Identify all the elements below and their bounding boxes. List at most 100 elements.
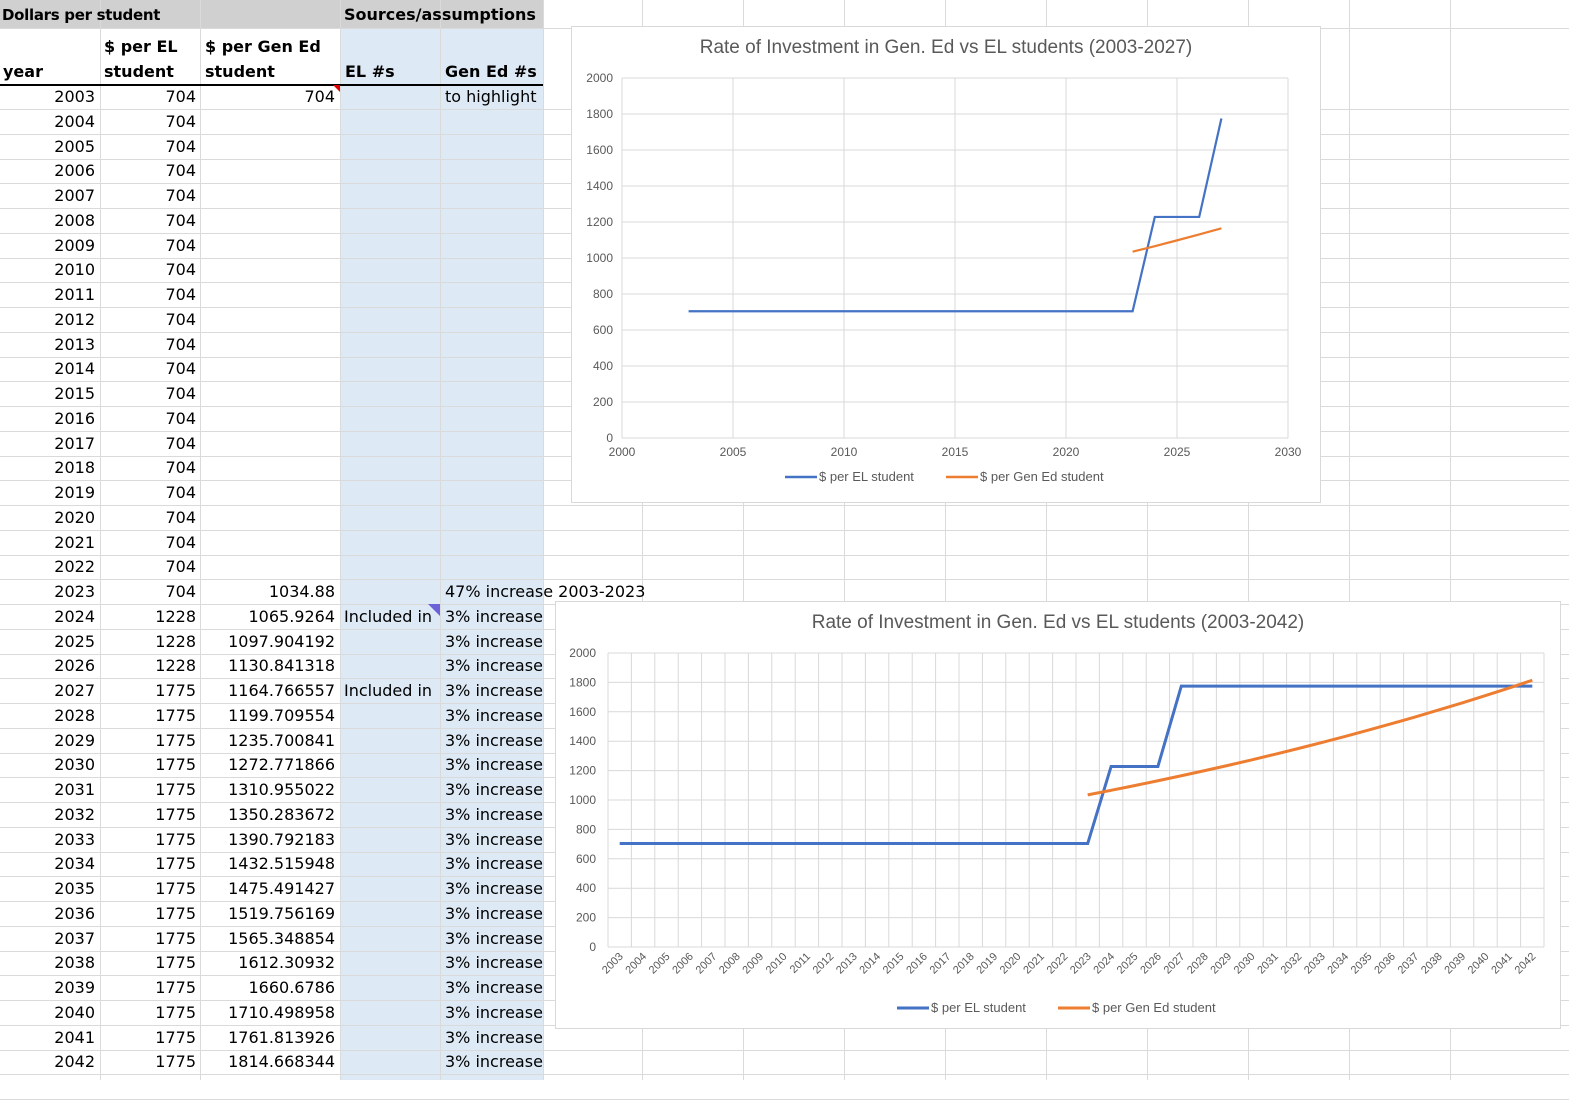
cell-el-dollars[interactable]: 1775 [100, 927, 196, 951]
cell-assumption[interactable]: 3% increase [445, 729, 543, 753]
cell-year[interactable]: 2014 [0, 357, 95, 381]
cell-el-dollars[interactable]: 1775 [100, 1001, 196, 1025]
cell-gen-dollars[interactable]: 1761.813926 [200, 1026, 335, 1050]
cell-el-dollars[interactable]: 704 [100, 382, 196, 406]
cell-el-dollars[interactable]: 704 [100, 506, 196, 530]
cell-assumption[interactable]: 3% increase [445, 976, 543, 1000]
cell-el-dollars[interactable]: 1775 [100, 852, 196, 876]
cell-year[interactable]: 2036 [0, 902, 95, 926]
title-dollars-per-student[interactable]: Dollars per student [2, 3, 160, 27]
cell-el-dollars[interactable]: 704 [100, 432, 196, 456]
cell-el-dollars[interactable]: 1775 [100, 753, 196, 777]
cell-el-dollars[interactable]: 704 [100, 110, 196, 134]
cell-el-dollars[interactable]: 704 [100, 283, 196, 307]
cell-year[interactable]: 2003 [0, 85, 95, 109]
cell-assumption[interactable]: 3% increase [445, 605, 543, 629]
cell-year[interactable]: 2026 [0, 654, 95, 678]
cell-year[interactable]: 2005 [0, 135, 95, 159]
cell-el-dollars[interactable]: 1775 [100, 679, 196, 703]
cell-year[interactable]: 2041 [0, 1026, 95, 1050]
cell-year[interactable]: 2016 [0, 407, 95, 431]
cell-year[interactable]: 2023 [0, 580, 95, 604]
cell-year[interactable]: 2008 [0, 209, 95, 233]
cell-year[interactable]: 2030 [0, 753, 95, 777]
cell-assumption[interactable]: 3% increase [445, 753, 543, 777]
cell-year[interactable]: 2035 [0, 877, 95, 901]
cell-year[interactable]: 2038 [0, 951, 95, 975]
cell-year[interactable]: 2012 [0, 308, 95, 332]
cell-assumption[interactable]: 3% increase [445, 1050, 543, 1074]
cell-assumption[interactable]: 3% increase [445, 803, 543, 827]
cell-el-dollars[interactable]: 704 [100, 234, 196, 258]
cell-year[interactable]: 2015 [0, 382, 95, 406]
cell-year[interactable]: 2040 [0, 1001, 95, 1025]
cell-el-dollars[interactable]: 1775 [100, 704, 196, 728]
cell-el-dollars[interactable]: 704 [100, 531, 196, 555]
cell-year[interactable]: 2031 [0, 778, 95, 802]
cell-gen-dollars[interactable]: 1350.283672 [200, 803, 335, 827]
cell-assumption[interactable]: 3% increase [445, 630, 543, 654]
cell-year[interactable]: 2032 [0, 803, 95, 827]
note-indicator[interactable] [428, 604, 440, 616]
col-header-el-line2[interactable]: student [104, 60, 174, 84]
cell-gen-dollars[interactable]: 1272.771866 [200, 753, 335, 777]
title-sources-assumptions[interactable]: Sources/assumptions [344, 3, 536, 27]
cell-el-dollars[interactable]: 1775 [100, 828, 196, 852]
cell-assumption[interactable]: 3% increase [445, 778, 543, 802]
cell-el-dollars[interactable]: 704 [100, 258, 196, 282]
cell-year[interactable]: 2017 [0, 432, 95, 456]
cell-gen-dollars[interactable]: 1235.700841 [200, 729, 335, 753]
cell-gen-dollars[interactable]: 1519.756169 [200, 902, 335, 926]
cell-el-dollars[interactable]: 1775 [100, 803, 196, 827]
cell-year[interactable]: 2039 [0, 976, 95, 1000]
cell-gen-dollars[interactable]: 1390.792183 [200, 828, 335, 852]
chart-2003-2027[interactable]: Rate of Investment in Gen. Ed vs EL stud… [571, 26, 1321, 503]
cell-year[interactable]: 2011 [0, 283, 95, 307]
cell-assumption[interactable]: 3% increase [445, 679, 543, 703]
cell-el-dollars[interactable]: 1775 [100, 778, 196, 802]
cell-el-dollars[interactable]: 704 [100, 357, 196, 381]
cell-el-dollars[interactable]: 704 [100, 456, 196, 480]
comment-indicator[interactable] [333, 85, 340, 92]
cell-gen-dollars[interactable]: 1065.9264 [200, 605, 335, 629]
cell-gen-dollars[interactable]: 1565.348854 [200, 927, 335, 951]
cell-year[interactable]: 2013 [0, 333, 95, 357]
cell-year[interactable]: 2004 [0, 110, 95, 134]
cell-el-dollars[interactable]: 704 [100, 308, 196, 332]
col-header-el-line1[interactable]: $ per EL [104, 35, 178, 59]
cell-el-dollars[interactable]: 1228 [100, 630, 196, 654]
cell-assumption[interactable]: 3% increase [445, 828, 543, 852]
cell-year[interactable]: 2018 [0, 456, 95, 480]
cell-gen-dollars[interactable]: 1034.88 [200, 580, 335, 604]
cell-year[interactable]: 2022 [0, 555, 95, 579]
cell-year[interactable]: 2020 [0, 506, 95, 530]
cell-el-dollars[interactable]: 1775 [100, 729, 196, 753]
cell-year[interactable]: 2033 [0, 828, 95, 852]
cell-el-dollars[interactable]: 704 [100, 85, 196, 109]
cell-el-dollars[interactable]: 1775 [100, 976, 196, 1000]
cell-el-dollars[interactable]: 704 [100, 209, 196, 233]
cell-year[interactable]: 2024 [0, 605, 95, 629]
cell-el-dollars[interactable]: 1775 [100, 877, 196, 901]
cell-assumption[interactable]: 3% increase [445, 877, 543, 901]
cell-gen-dollars[interactable]: 1660.6786 [200, 976, 335, 1000]
cell-el-dollars[interactable]: 704 [100, 135, 196, 159]
cell-year[interactable]: 2042 [0, 1050, 95, 1074]
cell-el-dollars[interactable]: 1228 [100, 654, 196, 678]
cell-el-dollars[interactable]: 1775 [100, 951, 196, 975]
col-header-year[interactable]: year [3, 60, 43, 84]
cell-year[interactable]: 2028 [0, 704, 95, 728]
cell-gen-dollars[interactable]: 1710.498958 [200, 1001, 335, 1025]
col-header-gen-count[interactable]: Gen Ed #s [445, 60, 537, 84]
cell-year[interactable]: 2034 [0, 852, 95, 876]
cell-el-dollars[interactable]: 1775 [100, 1050, 196, 1074]
cell-gen-dollars[interactable]: 1130.841318 [200, 654, 335, 678]
cell-el-count[interactable]: Included in [344, 605, 440, 629]
cell-el-dollars[interactable]: 704 [100, 407, 196, 431]
cell-year[interactable]: 2021 [0, 531, 95, 555]
cell-year[interactable]: 2007 [0, 184, 95, 208]
cell-gen-dollars[interactable]: 1097.904192 [200, 630, 335, 654]
cell-el-dollars[interactable]: 704 [100, 555, 196, 579]
cell-el-dollars[interactable]: 704 [100, 184, 196, 208]
cell-assumption[interactable]: 3% increase [445, 704, 543, 728]
